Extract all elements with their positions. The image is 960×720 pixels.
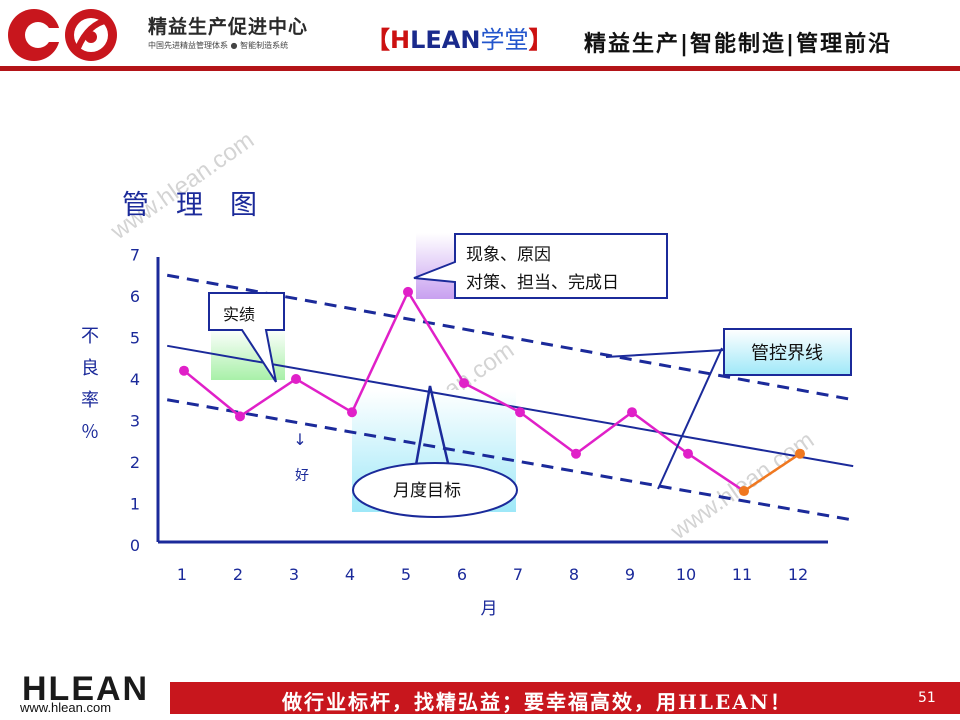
data-point: [739, 486, 749, 497]
y-axis-label-char: 良: [81, 358, 99, 379]
x-tick-label: 7: [513, 565, 523, 584]
footer-url[interactable]: www.hlean.com: [20, 700, 112, 715]
data-point: [459, 378, 469, 389]
academy-title: 【HLEAN学堂】: [366, 20, 552, 55]
data-point: [179, 365, 189, 376]
limit-callout: [723, 328, 852, 376]
series-segment: [183, 369, 241, 418]
y-axis-label: 不良率 ％: [81, 326, 99, 443]
y-tick-label: 2: [130, 453, 140, 472]
footer-logo: HLEAN: [22, 670, 150, 708]
data-point: [627, 407, 637, 418]
limit-label: 管控界线: [751, 343, 823, 364]
page-number: 51: [918, 690, 936, 706]
x-tick-label: 12: [788, 565, 808, 584]
limit-pointer-lower: [657, 347, 723, 490]
series-segment: [631, 411, 689, 455]
x-tick-label: 11: [732, 565, 752, 584]
y-axis-label-char: ％: [81, 422, 99, 443]
academy-lean: LEAN: [410, 26, 481, 54]
x-tick-label: 8: [569, 565, 579, 584]
x-tick-label: 5: [401, 565, 411, 584]
data-point: [291, 374, 301, 384]
y-tick-label: 4: [130, 370, 140, 389]
actual-callout: [208, 292, 285, 383]
bracket-close: 】: [528, 26, 553, 54]
reason-line-1: 现象、原因: [466, 245, 551, 265]
x-tick-label: 9: [625, 565, 635, 584]
chart-title: 管 理 图: [122, 190, 257, 221]
data-point: [235, 411, 245, 422]
y-tick-label: 3: [130, 412, 140, 431]
header-tagline: 精益生产|智能制造|管理前沿: [584, 32, 893, 57]
org-name: 精益生产促进中心: [148, 16, 309, 38]
series-segment: [295, 377, 353, 414]
data-point: [403, 286, 413, 297]
reason-callout: [413, 233, 668, 299]
y-tick-label: 7: [130, 246, 140, 265]
x-tick-labels: 1 2 3 4 5 6 7 8 9 10 11 12: [177, 565, 808, 584]
academy-cn: 学堂: [480, 26, 529, 54]
reason-line-2: 对策、担当、完成日: [466, 273, 619, 293]
y-tick-label: 6: [130, 287, 140, 306]
target-callout: [352, 462, 518, 518]
x-tick-label: 1: [177, 565, 187, 584]
series-segment: [406, 291, 466, 384]
upper-control-limit: [166, 273, 854, 402]
series-actual: [179, 286, 805, 497]
y-tick-label: 1: [130, 495, 140, 514]
x-tick-label: 4: [345, 565, 355, 584]
target-label: 月度目标: [393, 481, 461, 501]
data-point: [347, 407, 357, 418]
watermark-1: www.hlean.com: [105, 126, 259, 245]
y-axis-label-char: 不: [81, 326, 99, 347]
x-axis-label: 月: [481, 599, 498, 619]
footer-bar: [170, 682, 960, 714]
y-axis-label-char: 率: [81, 390, 99, 411]
x-tick-label: 3: [289, 565, 299, 584]
y-tick-labels: 0 1 2 3 4 5 6 7: [130, 246, 140, 556]
series-segment: [575, 411, 633, 455]
limit-pointer-upper: [605, 349, 725, 358]
data-point: [683, 448, 693, 459]
y-tick-label: 5: [130, 329, 140, 348]
data-point: [795, 448, 805, 459]
better-label: 好: [295, 468, 309, 484]
target-pointer: [414, 385, 450, 466]
bracket-open: 【: [366, 26, 390, 54]
actual-label: 实绩: [223, 305, 255, 324]
x-tick-label: 6: [457, 565, 467, 584]
x-tick-label: 2: [233, 565, 243, 584]
header-divider: [0, 66, 960, 71]
series-segment: [687, 452, 745, 493]
footer-slogan: 做行业标杆，找精弘益；要幸福高效，用HLEAN！: [282, 690, 793, 714]
series-segment: [350, 291, 410, 413]
series-segment: [519, 411, 577, 455]
x-tick-label: 10: [676, 565, 696, 584]
series-segment: [239, 377, 297, 418]
logo-icon: [8, 9, 117, 61]
data-point: [571, 448, 581, 459]
control-chart: www.hlean.com www.hlean.com www.hlean.co…: [81, 126, 854, 619]
better-arrow-icon: ↓: [293, 430, 306, 449]
watermark-3: www.hlean.com: [665, 426, 819, 545]
y-tick-label: 0: [130, 536, 140, 555]
series-segment: [463, 382, 521, 414]
data-point: [515, 407, 525, 418]
org-subtitle: 中国先进精益管理体系 ● 智能制造系统: [148, 41, 289, 50]
academy-h: H: [390, 26, 411, 54]
series-segment: [743, 452, 801, 493]
lower-control-limit: [166, 398, 854, 522]
